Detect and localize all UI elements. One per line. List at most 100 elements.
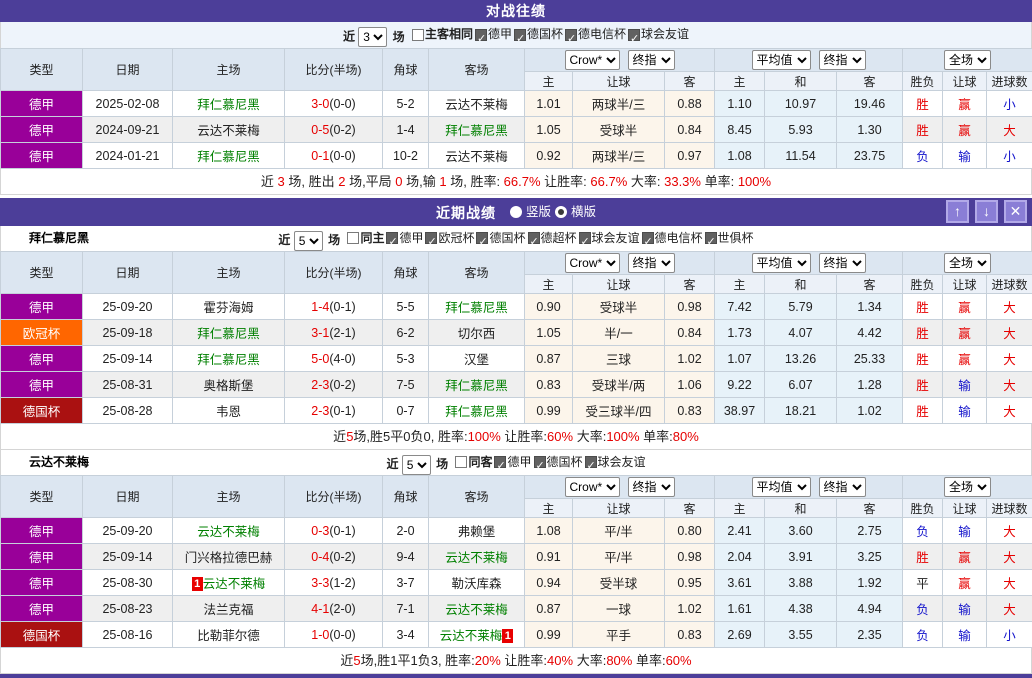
team-name[interactable]: 拜仁慕尼黑 <box>197 150 260 164</box>
final-odds-select[interactable]: 终指 <box>628 50 675 70</box>
checked-checkbox-icon[interactable] <box>705 232 717 244</box>
checked-checkbox-icon[interactable] <box>585 456 597 468</box>
filter-checkbox-item[interactable]: 德甲 <box>494 450 531 474</box>
close-button[interactable]: ✕ <box>1004 200 1027 223</box>
average-select[interactable]: 平均值 <box>752 253 811 273</box>
team-name[interactable]: 拜仁慕尼黑 <box>445 124 508 138</box>
team-name[interactable]: 拜仁慕尼黑 <box>445 405 508 419</box>
filter-checkbox-item[interactable]: 同主 <box>347 226 384 250</box>
filter-checkbox-item[interactable]: 球会友谊 <box>628 22 689 47</box>
filter-checkbox-item[interactable]: 德甲 <box>386 226 423 250</box>
score-cell: 3-1(2-1) <box>285 320 383 346</box>
team-name[interactable]: 拜仁慕尼黑 <box>197 353 260 367</box>
final-odds-select[interactable]: 终指 <box>628 253 675 273</box>
checked-checkbox-icon[interactable] <box>642 232 654 244</box>
league-cell[interactable]: 德甲 <box>1 570 83 596</box>
unchecked-checkbox-icon[interactable] <box>347 232 359 244</box>
team-name[interactable]: 云达不莱梅 <box>445 98 508 112</box>
team-name[interactable]: 云达不莱梅 <box>197 525 260 539</box>
team-name[interactable]: 云达不莱梅 <box>445 150 508 164</box>
near-count-select[interactable]: 5 <box>402 455 431 475</box>
checked-checkbox-icon[interactable] <box>579 232 591 244</box>
team-name[interactable]: 比勒菲尔德 <box>197 629 260 643</box>
checked-checkbox-icon[interactable] <box>528 232 540 244</box>
checked-checkbox-icon[interactable] <box>494 456 506 468</box>
league-cell[interactable]: 德甲 <box>1 596 83 622</box>
near-count-select[interactable]: 5 <box>294 231 323 251</box>
bookmaker-select[interactable]: Crow* <box>565 253 620 273</box>
league-cell[interactable]: 德甲 <box>1 117 83 143</box>
average-select[interactable]: 平均值 <box>752 50 811 70</box>
filter-checkbox-item[interactable]: 德国杯 <box>534 450 583 474</box>
filter-checkbox-item[interactable]: 德甲 <box>475 22 512 47</box>
unchecked-checkbox-icon[interactable] <box>412 29 424 41</box>
league-cell[interactable]: 德甲 <box>1 372 83 398</box>
team-name[interactable]: 云达不莱梅 <box>197 124 260 138</box>
filter-checkbox-item[interactable]: 德电信杯 <box>642 226 703 250</box>
move-up-button[interactable]: ↑ <box>946 200 969 223</box>
league-cell[interactable]: 德甲 <box>1 518 83 544</box>
final-odds-select[interactable]: 终指 <box>819 253 866 273</box>
layout-radio-option[interactable]: 横版 <box>555 198 596 226</box>
radio-button-icon[interactable] <box>510 206 522 218</box>
filter-checkbox-item[interactable]: 世俱杯 <box>705 226 754 250</box>
checked-checkbox-icon[interactable] <box>628 29 640 41</box>
filter-checkbox-item[interactable]: 球会友谊 <box>579 226 640 250</box>
league-cell[interactable]: 德甲 <box>1 346 83 372</box>
final-odds-select[interactable]: 终指 <box>819 477 866 497</box>
checked-checkbox-icon[interactable] <box>565 29 577 41</box>
checked-checkbox-icon[interactable] <box>476 232 488 244</box>
league-cell[interactable]: 德甲 <box>1 143 83 169</box>
league-cell[interactable]: 德甲 <box>1 294 83 320</box>
filter-checkbox-item[interactable]: 同客 <box>455 450 492 474</box>
filter-checkbox-item[interactable]: 德国杯 <box>514 22 563 47</box>
team-name[interactable]: 云达不莱梅 <box>445 551 508 565</box>
full-match-select[interactable]: 全场 <box>944 253 991 273</box>
radio-button-icon[interactable] <box>555 206 567 218</box>
team-name[interactable]: 韦恩 <box>216 405 241 419</box>
team-name[interactable]: 门兴格拉德巴赫 <box>185 551 273 565</box>
checked-checkbox-icon[interactable] <box>514 29 526 41</box>
unchecked-checkbox-icon[interactable] <box>455 456 467 468</box>
bookmaker-select[interactable]: Crow* <box>565 50 620 70</box>
team-name[interactable]: 云达不莱梅 <box>440 629 503 643</box>
team-name[interactable]: 拜仁慕尼黑 <box>445 379 508 393</box>
layout-radio-option[interactable]: 竖版 <box>510 198 551 226</box>
team-name[interactable]: 云达不莱梅 <box>203 577 266 591</box>
team-name[interactable]: 拜仁慕尼黑 <box>197 98 260 112</box>
team-name[interactable]: 法兰克福 <box>203 603 253 617</box>
checked-checkbox-icon[interactable] <box>425 232 437 244</box>
league-cell[interactable]: 德甲 <box>1 544 83 570</box>
team-name[interactable]: 云达不莱梅 <box>445 603 508 617</box>
team-name[interactable]: 霍芬海姆 <box>203 301 253 315</box>
checked-checkbox-icon[interactable] <box>534 456 546 468</box>
league-cell[interactable]: 欧冠杯 <box>1 320 83 346</box>
team-name[interactable]: 勒沃库森 <box>451 577 501 591</box>
move-down-button[interactable]: ↓ <box>975 200 998 223</box>
checked-checkbox-icon[interactable] <box>475 29 487 41</box>
filter-checkbox-item[interactable]: 球会友谊 <box>585 450 646 474</box>
checked-checkbox-icon[interactable] <box>386 232 398 244</box>
result-cell: 大 <box>987 544 1032 570</box>
near-count-select[interactable]: 3 <box>358 27 387 47</box>
team-name[interactable]: 奥格斯堡 <box>203 379 253 393</box>
filter-checkbox-item[interactable]: 欧冠杯 <box>425 226 474 250</box>
full-match-select[interactable]: 全场 <box>944 50 991 70</box>
team-name[interactable]: 切尔西 <box>458 327 496 341</box>
filter-checkbox-item[interactable]: 德电信杯 <box>565 22 626 47</box>
team-name[interactable]: 汉堡 <box>464 353 489 367</box>
team-name[interactable]: 拜仁慕尼黑 <box>445 301 508 315</box>
team-name[interactable]: 拜仁慕尼黑 <box>197 327 260 341</box>
filter-checkbox-item[interactable]: 主客相同 <box>412 22 473 47</box>
league-cell[interactable]: 德甲 <box>1 91 83 117</box>
filter-checkbox-item[interactable]: 德国杯 <box>476 226 525 250</box>
filter-checkbox-item[interactable]: 德超杯 <box>528 226 577 250</box>
bookmaker-select[interactable]: Crow* <box>565 477 620 497</box>
team-name[interactable]: 弗赖堡 <box>458 525 496 539</box>
full-match-select[interactable]: 全场 <box>944 477 991 497</box>
final-odds-select[interactable]: 终指 <box>628 477 675 497</box>
league-cell[interactable]: 德国杯 <box>1 622 83 648</box>
league-cell[interactable]: 德国杯 <box>1 398 83 424</box>
final-odds-select[interactable]: 终指 <box>819 50 866 70</box>
average-select[interactable]: 平均值 <box>752 477 811 497</box>
